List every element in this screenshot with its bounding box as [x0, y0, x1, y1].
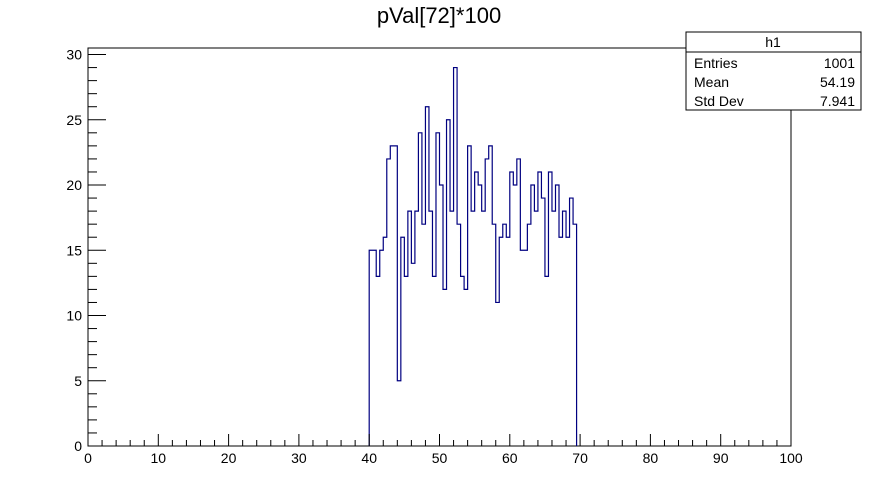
stats-entries-label: Entries — [694, 55, 738, 71]
x-tick-label: 50 — [432, 450, 448, 466]
histogram-bin — [422, 224, 426, 446]
histogram-bin — [447, 120, 451, 446]
histogram-bin — [464, 289, 468, 446]
histogram-bin — [555, 185, 559, 446]
histogram-bin — [394, 146, 398, 446]
stats-stddev-label: Std Dev — [694, 93, 744, 109]
histogram-bin — [548, 172, 552, 446]
histogram-bin — [415, 211, 419, 446]
histogram-bin — [573, 224, 577, 446]
y-tick-label: 5 — [74, 373, 82, 389]
y-tick-label: 20 — [66, 177, 82, 193]
histogram-bin — [475, 172, 479, 446]
histogram-bin — [380, 250, 384, 446]
histogram-bin — [559, 237, 563, 446]
histogram-bin — [478, 185, 482, 446]
histogram-series — [368, 66, 578, 446]
histogram-bin — [387, 159, 391, 446]
x-tick-label: 30 — [291, 450, 307, 466]
histogram-bin — [492, 224, 496, 446]
stats-stddev-value: 7.941 — [820, 93, 855, 109]
histogram-bin — [489, 146, 493, 446]
x-tick-label: 20 — [221, 450, 237, 466]
histogram-bin — [397, 381, 401, 446]
histogram-bin — [496, 302, 500, 446]
stats-box: h1 Entries 1001 Mean 54.19 Std Dev 7.941 — [685, 31, 862, 111]
histogram-bin — [541, 198, 545, 446]
histogram-bin — [513, 185, 517, 446]
histogram-bin — [503, 224, 507, 446]
histogram-bin — [517, 159, 521, 446]
histogram-bin — [531, 185, 535, 446]
stats-mean-label: Mean — [694, 74, 729, 90]
histogram-bin — [566, 237, 570, 446]
histogram-bin — [538, 172, 542, 446]
histogram-bin — [545, 276, 549, 446]
histogram-bin — [485, 159, 489, 446]
histogram-bin — [440, 185, 444, 446]
y-tick-label: 15 — [66, 242, 82, 258]
histogram-outline — [368, 66, 578, 446]
chart-title: pVal[72]*100 — [377, 3, 501, 28]
histogram-bin — [436, 133, 440, 446]
y-tick-label: 30 — [66, 47, 82, 63]
stats-mean-value: 54.19 — [820, 74, 855, 90]
histogram-bin — [401, 237, 405, 446]
histogram-bin — [461, 276, 465, 446]
histogram-bin — [457, 224, 461, 446]
x-tick-label: 80 — [643, 450, 659, 466]
histogram-bin — [506, 237, 510, 446]
y-tick-label: 25 — [66, 112, 82, 128]
histogram-bin — [425, 107, 429, 446]
histogram-bin — [429, 211, 433, 446]
histogram-bin — [563, 211, 567, 446]
x-tick-label: 10 — [151, 450, 167, 466]
histogram-bin — [454, 68, 458, 446]
stats-entries-value: 1001 — [824, 55, 855, 71]
histogram-bin — [520, 250, 524, 446]
histogram-bin — [443, 289, 447, 446]
y-tick-label: 10 — [66, 308, 82, 324]
histogram-bin — [552, 211, 556, 446]
histogram-bin — [373, 250, 377, 446]
axes: 0 10 20 30 40 50 60 70 80 90 100 0 5 10 15 20 25 30 — [66, 47, 802, 466]
histogram-bin — [369, 250, 373, 446]
histogram-bin — [408, 211, 412, 446]
histogram-bin — [450, 211, 454, 446]
histogram-bin — [418, 133, 422, 446]
x-tick-label: 70 — [572, 450, 588, 466]
histogram-bin — [534, 211, 538, 446]
y-tick-label: 0 — [74, 438, 82, 454]
histogram-bin — [404, 276, 408, 446]
stats-box-frame — [685, 31, 862, 111]
histogram-bin — [524, 250, 528, 446]
x-tick-label: 0 — [84, 450, 92, 466]
histogram-bin — [499, 237, 503, 446]
x-tick-label: 90 — [713, 450, 729, 466]
histogram-bin — [432, 276, 436, 446]
stats-box-name: h1 — [765, 34, 781, 50]
x-tick-label: 60 — [502, 450, 518, 466]
histogram-bin — [468, 146, 472, 446]
histogram-bin — [411, 263, 415, 446]
histogram-bin — [482, 211, 486, 446]
histogram-bin — [510, 172, 514, 446]
histogram-bin — [390, 146, 394, 446]
histogram-bin — [527, 224, 531, 446]
x-tick-label: 100 — [779, 450, 803, 466]
histogram-bin — [376, 276, 380, 446]
histogram-bin — [471, 211, 475, 446]
histogram-bin — [383, 237, 387, 446]
x-tick-label: 40 — [361, 450, 377, 466]
histogram-bin — [570, 198, 574, 446]
